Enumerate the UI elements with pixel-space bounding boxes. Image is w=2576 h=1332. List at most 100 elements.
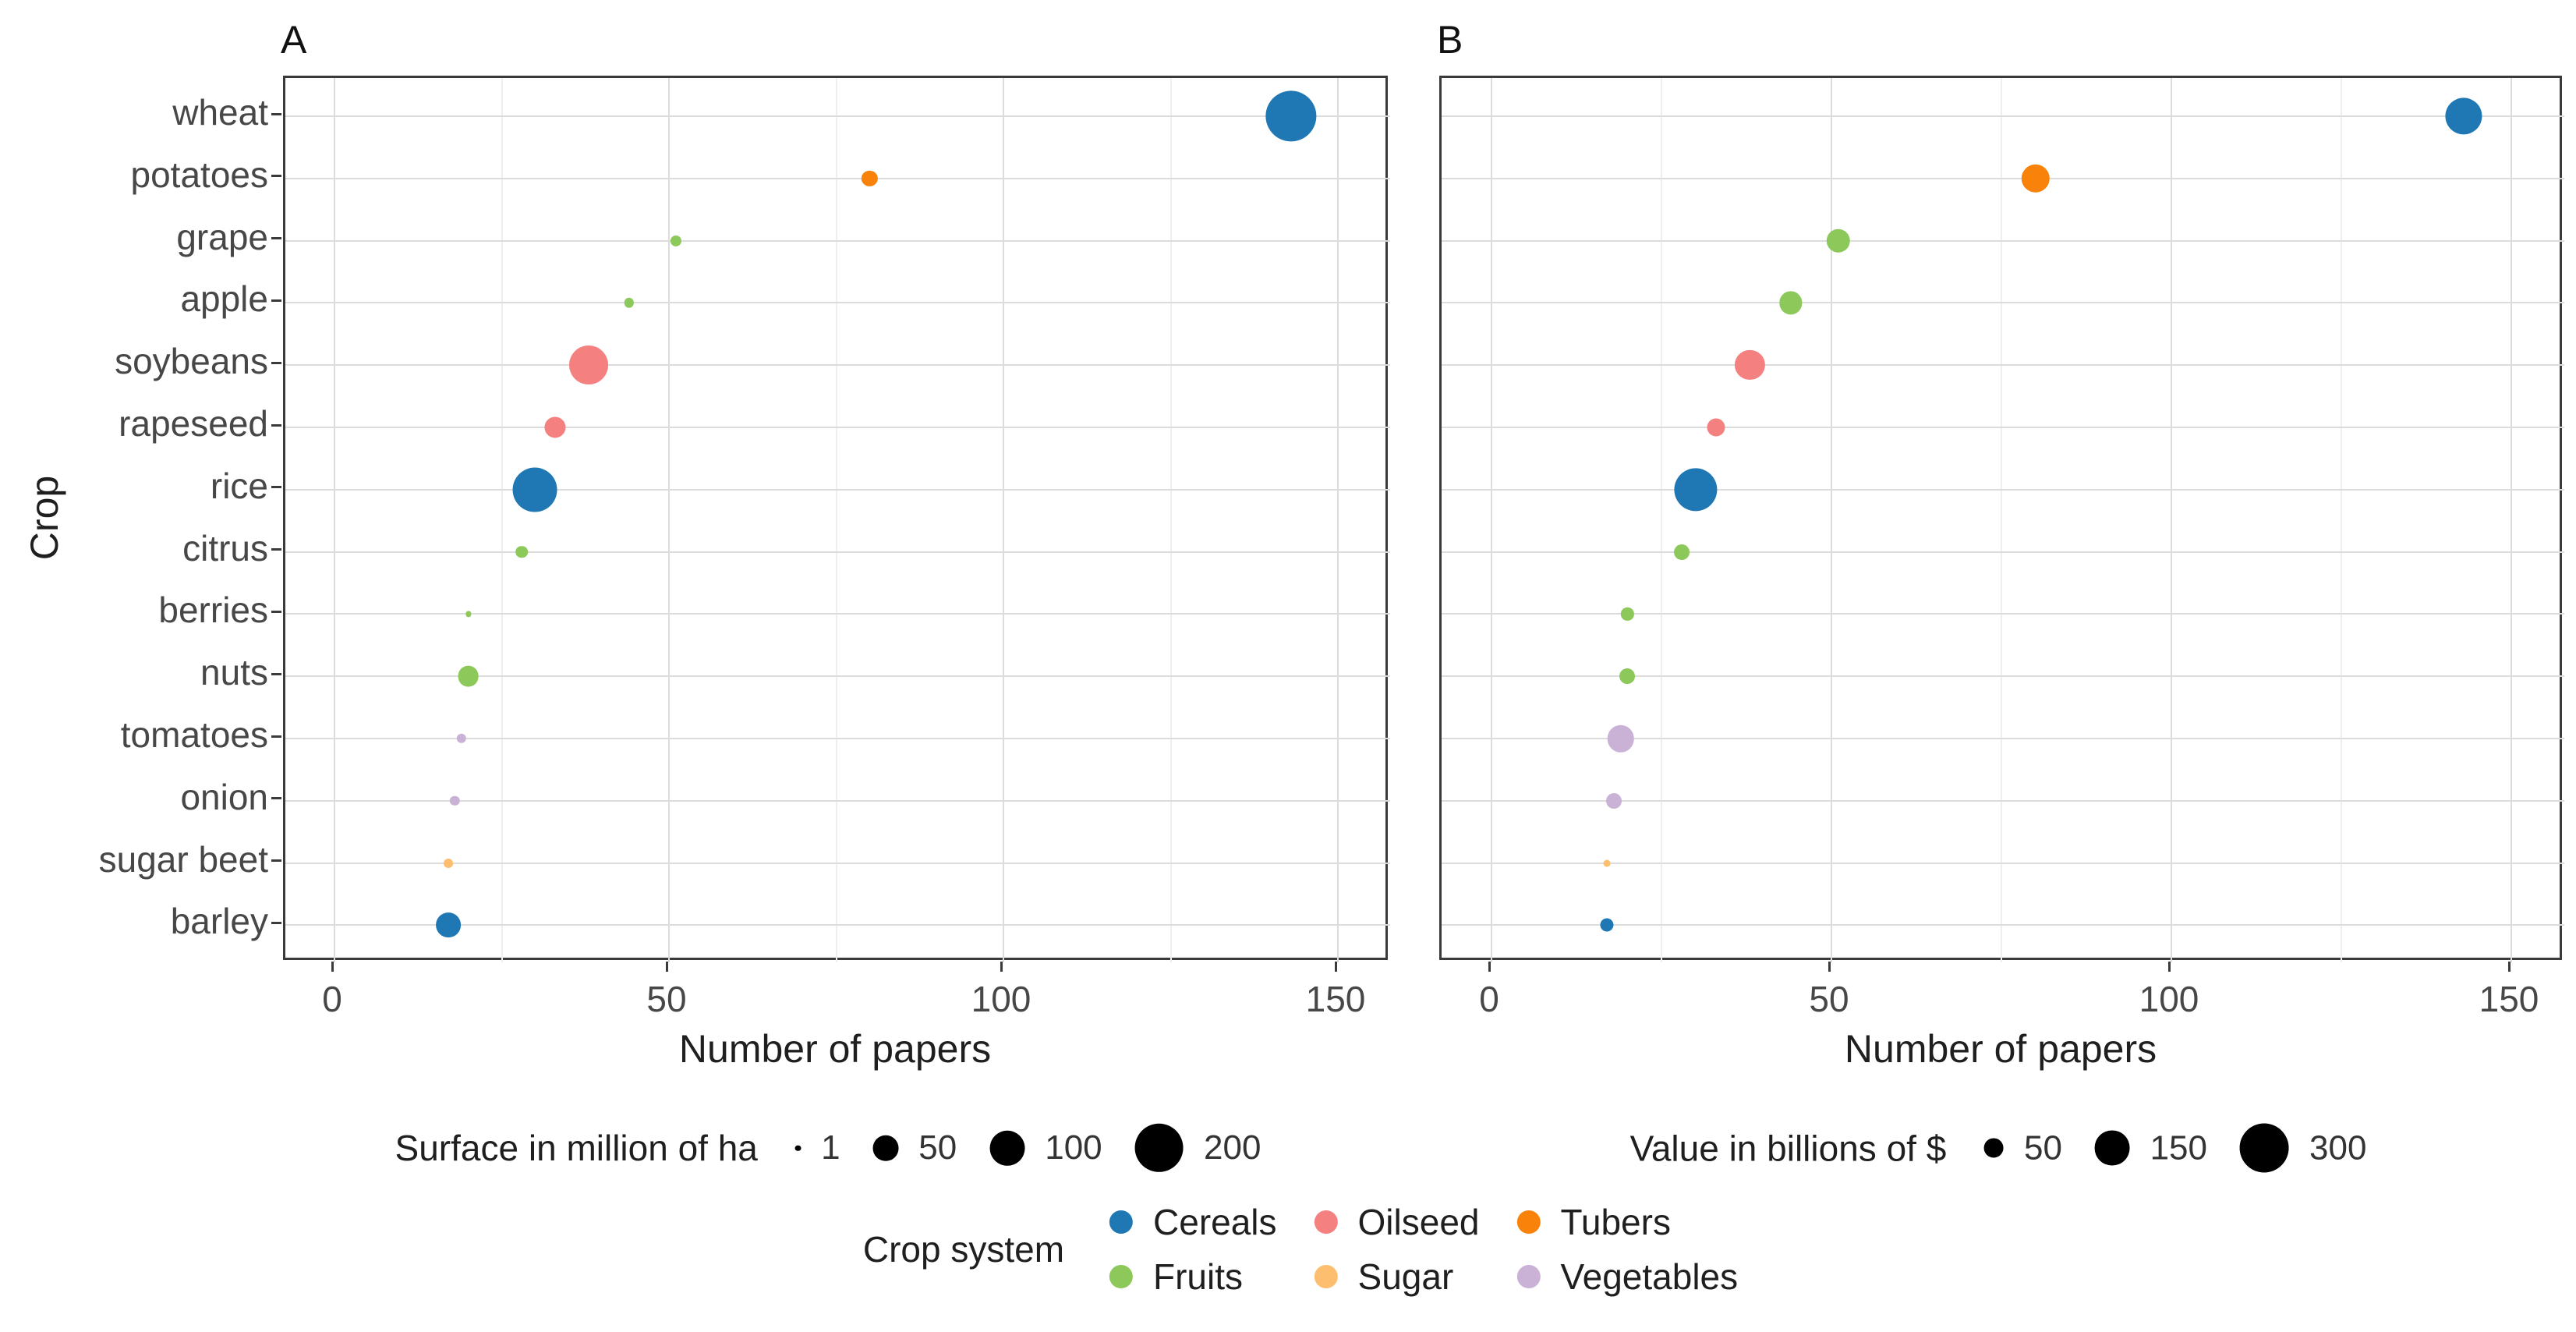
y-tick-label-nuts: nuts (200, 652, 268, 693)
y-major-gridline (285, 115, 1390, 117)
x-tick-label: 150 (1305, 979, 1366, 1019)
bubble-sugar-beet-panel-a (443, 858, 453, 868)
x-minor-gridline (1661, 78, 1662, 962)
y-major-gridline (1442, 924, 2564, 926)
size-legend-value-label: 100 (1045, 1128, 1102, 1167)
y-tick-mark (271, 237, 281, 240)
y-major-gridline (1442, 239, 2564, 242)
size-legend-dot (794, 1145, 801, 1151)
bubble-rice-panel-a (512, 467, 557, 512)
sugar-legend-dot-icon (1314, 1265, 1338, 1288)
x-major-gridline (668, 78, 670, 962)
y-tick-label-onion: onion (180, 776, 268, 817)
crop-system-label: Fruits (1153, 1256, 1244, 1297)
x-tick-mark (1488, 962, 1491, 972)
y-tick-mark (271, 735, 281, 738)
y-tick-mark (271, 299, 281, 302)
y-major-gridline (1442, 115, 2564, 117)
crop-system-legend-column: Cereals Fruits (1109, 1202, 1277, 1297)
x-minor-gridline (2001, 78, 2002, 962)
y-major-gridline (285, 613, 1390, 615)
y-major-gridline (285, 177, 1390, 179)
x-tick-label: 50 (1809, 979, 1849, 1019)
bubble-nuts-panel-a (458, 665, 479, 687)
tubers-legend-dot-icon (1516, 1210, 1541, 1234)
panel-a-tag: A (281, 18, 307, 62)
y-major-gridline (285, 738, 1390, 739)
x-tick-label: 100 (2139, 979, 2199, 1019)
bubble-soybeans-panel-b (1735, 350, 1765, 381)
size-legend-dot (2239, 1123, 2290, 1173)
y-tick-label-berries: berries (158, 590, 268, 631)
crop-system-legend-item-sugar: Sugar (1314, 1256, 1480, 1297)
y-major-gridline (285, 799, 1390, 802)
y-major-gridline (285, 924, 1390, 926)
panel-b-plot-area (1439, 76, 2564, 962)
y-tick-mark (271, 797, 281, 800)
y-tick-mark (271, 672, 281, 675)
x-tick-label: 100 (971, 979, 1031, 1019)
y-major-gridline (1442, 488, 2564, 491)
bubble-tomatoes-panel-a (456, 733, 467, 744)
bubble-rapeseed-panel-b (1707, 418, 1725, 437)
bubble-wheat-panel-b (2445, 97, 2482, 135)
x-major-gridline (1003, 78, 1004, 962)
crop-system-legend-item-fruits: Fruits (1109, 1256, 1277, 1297)
x-major-gridline (1491, 78, 1492, 962)
x-major-gridline (334, 78, 335, 962)
size-legend-dot (872, 1135, 899, 1161)
crop-system-label: Tubers (1560, 1202, 1671, 1242)
y-tick-mark (271, 486, 281, 489)
y-tick-mark (271, 361, 281, 364)
size-legend-dot (1134, 1123, 1184, 1173)
size-legend-dot (1983, 1138, 2005, 1158)
y-major-gridline (285, 675, 1390, 678)
y-major-gridline (285, 488, 1390, 491)
y-major-gridline (1442, 177, 2564, 179)
crop-system-label: Vegetables (1560, 1256, 1739, 1297)
x-major-gridline (1337, 78, 1339, 962)
x-major-gridline (2171, 78, 2172, 962)
y-tick-label-citrus: citrus (182, 527, 268, 569)
y-tick-label-barley: barley (170, 901, 268, 942)
x-tick-mark (665, 962, 668, 972)
y-major-gridline (1442, 799, 2564, 802)
bubble-apple-panel-a (624, 298, 634, 308)
bubble-nuts-panel-b (1619, 668, 1636, 685)
x-tick-mark (1828, 962, 1831, 972)
bubble-berries-panel-b (1621, 608, 1634, 621)
size-legend-value-label: 150 (2150, 1128, 2207, 1167)
y-tick-mark (271, 859, 281, 863)
fruits-legend-dot-icon (1109, 1265, 1134, 1288)
crop-system-legend-item-oilseed: Oilseed (1314, 1202, 1480, 1242)
y-tick-mark (271, 175, 281, 178)
size-legend-value-label: 1 (821, 1128, 840, 1167)
bubble-tomatoes-panel-b (1607, 724, 1634, 753)
y-major-gridline (1442, 862, 2564, 864)
bubble-apple-panel-b (1779, 291, 1803, 315)
bubble-grape-panel-a (670, 235, 681, 246)
x-tick-mark (1334, 962, 1337, 972)
size-legend-entry: 300 (2239, 1123, 2366, 1173)
y-major-gridline (285, 551, 1390, 553)
y-tick-label-sugar-beet: sugar beet (98, 838, 268, 880)
y-major-gridline (1442, 551, 2564, 553)
y-major-gridline (285, 239, 1390, 242)
crop-system-legend-item-tubers: Tubers (1516, 1202, 1739, 1242)
crop-system-legend-item-cereals: Cereals (1109, 1202, 1277, 1242)
bubble-citrus-panel-b (1674, 544, 1690, 560)
size-legend-entry: 1 (794, 1128, 840, 1167)
y-major-gridline (1442, 302, 2564, 304)
size-legend-value: Value in billions of $ 50 150 300 (1630, 1123, 2366, 1173)
size-legend-dot (989, 1130, 1025, 1166)
crop-system-legend-column: Tubers Vegetables (1516, 1202, 1739, 1297)
x-tick-mark (2167, 962, 2171, 972)
y-tick-mark (271, 423, 281, 427)
crop-system-label: Oilseed (1357, 1202, 1480, 1242)
y-tick-label-potatoes: potatoes (130, 154, 268, 195)
bubble-potatoes-panel-b (2021, 164, 2050, 193)
x-tick-mark (2507, 962, 2511, 972)
bubble-rice-panel-b (1673, 468, 1718, 512)
bubble-wheat-panel-a (1265, 90, 1317, 142)
oilseed-legend-dot-icon (1314, 1210, 1338, 1234)
